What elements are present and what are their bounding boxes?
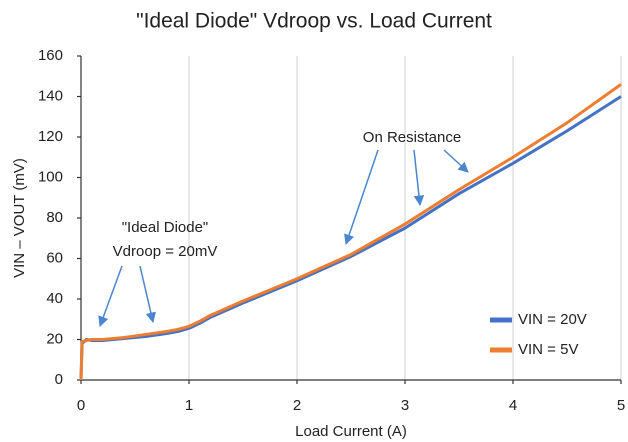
annotation: On Resistance [363,129,461,146]
arrow [139,265,156,324]
arrow [98,265,123,327]
x-axis-label: Load Current (A) [295,423,407,440]
y-tick-label: 20 [46,330,63,347]
annotation: Vdroop = 20mV [113,243,218,260]
x-tick-label: 2 [293,397,301,414]
x-tick-label: 5 [617,397,625,414]
line-series [79,83,622,381]
arrow [413,149,425,207]
x-tick-label: 1 [185,397,193,414]
y-axis-label: VIN – VOUT (mV) [11,158,28,278]
lines [79,83,622,381]
y-tick-label: 100 [38,168,63,185]
x-tick-label: 3 [401,397,409,414]
annotation-arrows [98,149,469,327]
arrow [443,149,469,173]
annotation: "Ideal Diode" [122,219,209,236]
y-tick-label: 140 [38,87,63,104]
y-tick-label: 160 [38,47,63,64]
y-tick-label: 0 [55,371,63,388]
legend-label: VIN = 20V [518,311,587,328]
grid [77,55,622,384]
x-tick-label: 0 [77,397,85,414]
y-tick-label: 120 [38,128,63,145]
y-tick-label: 80 [46,209,63,226]
y-tick-label: 40 [46,290,63,307]
chart-title: "Ideal Diode" Vdroop vs. Load Current [136,10,492,33]
y-tick-label: 60 [46,249,63,266]
x-tick-label: 4 [509,397,517,414]
legend-label: VIN = 5V [518,341,578,358]
arrow [344,149,379,245]
